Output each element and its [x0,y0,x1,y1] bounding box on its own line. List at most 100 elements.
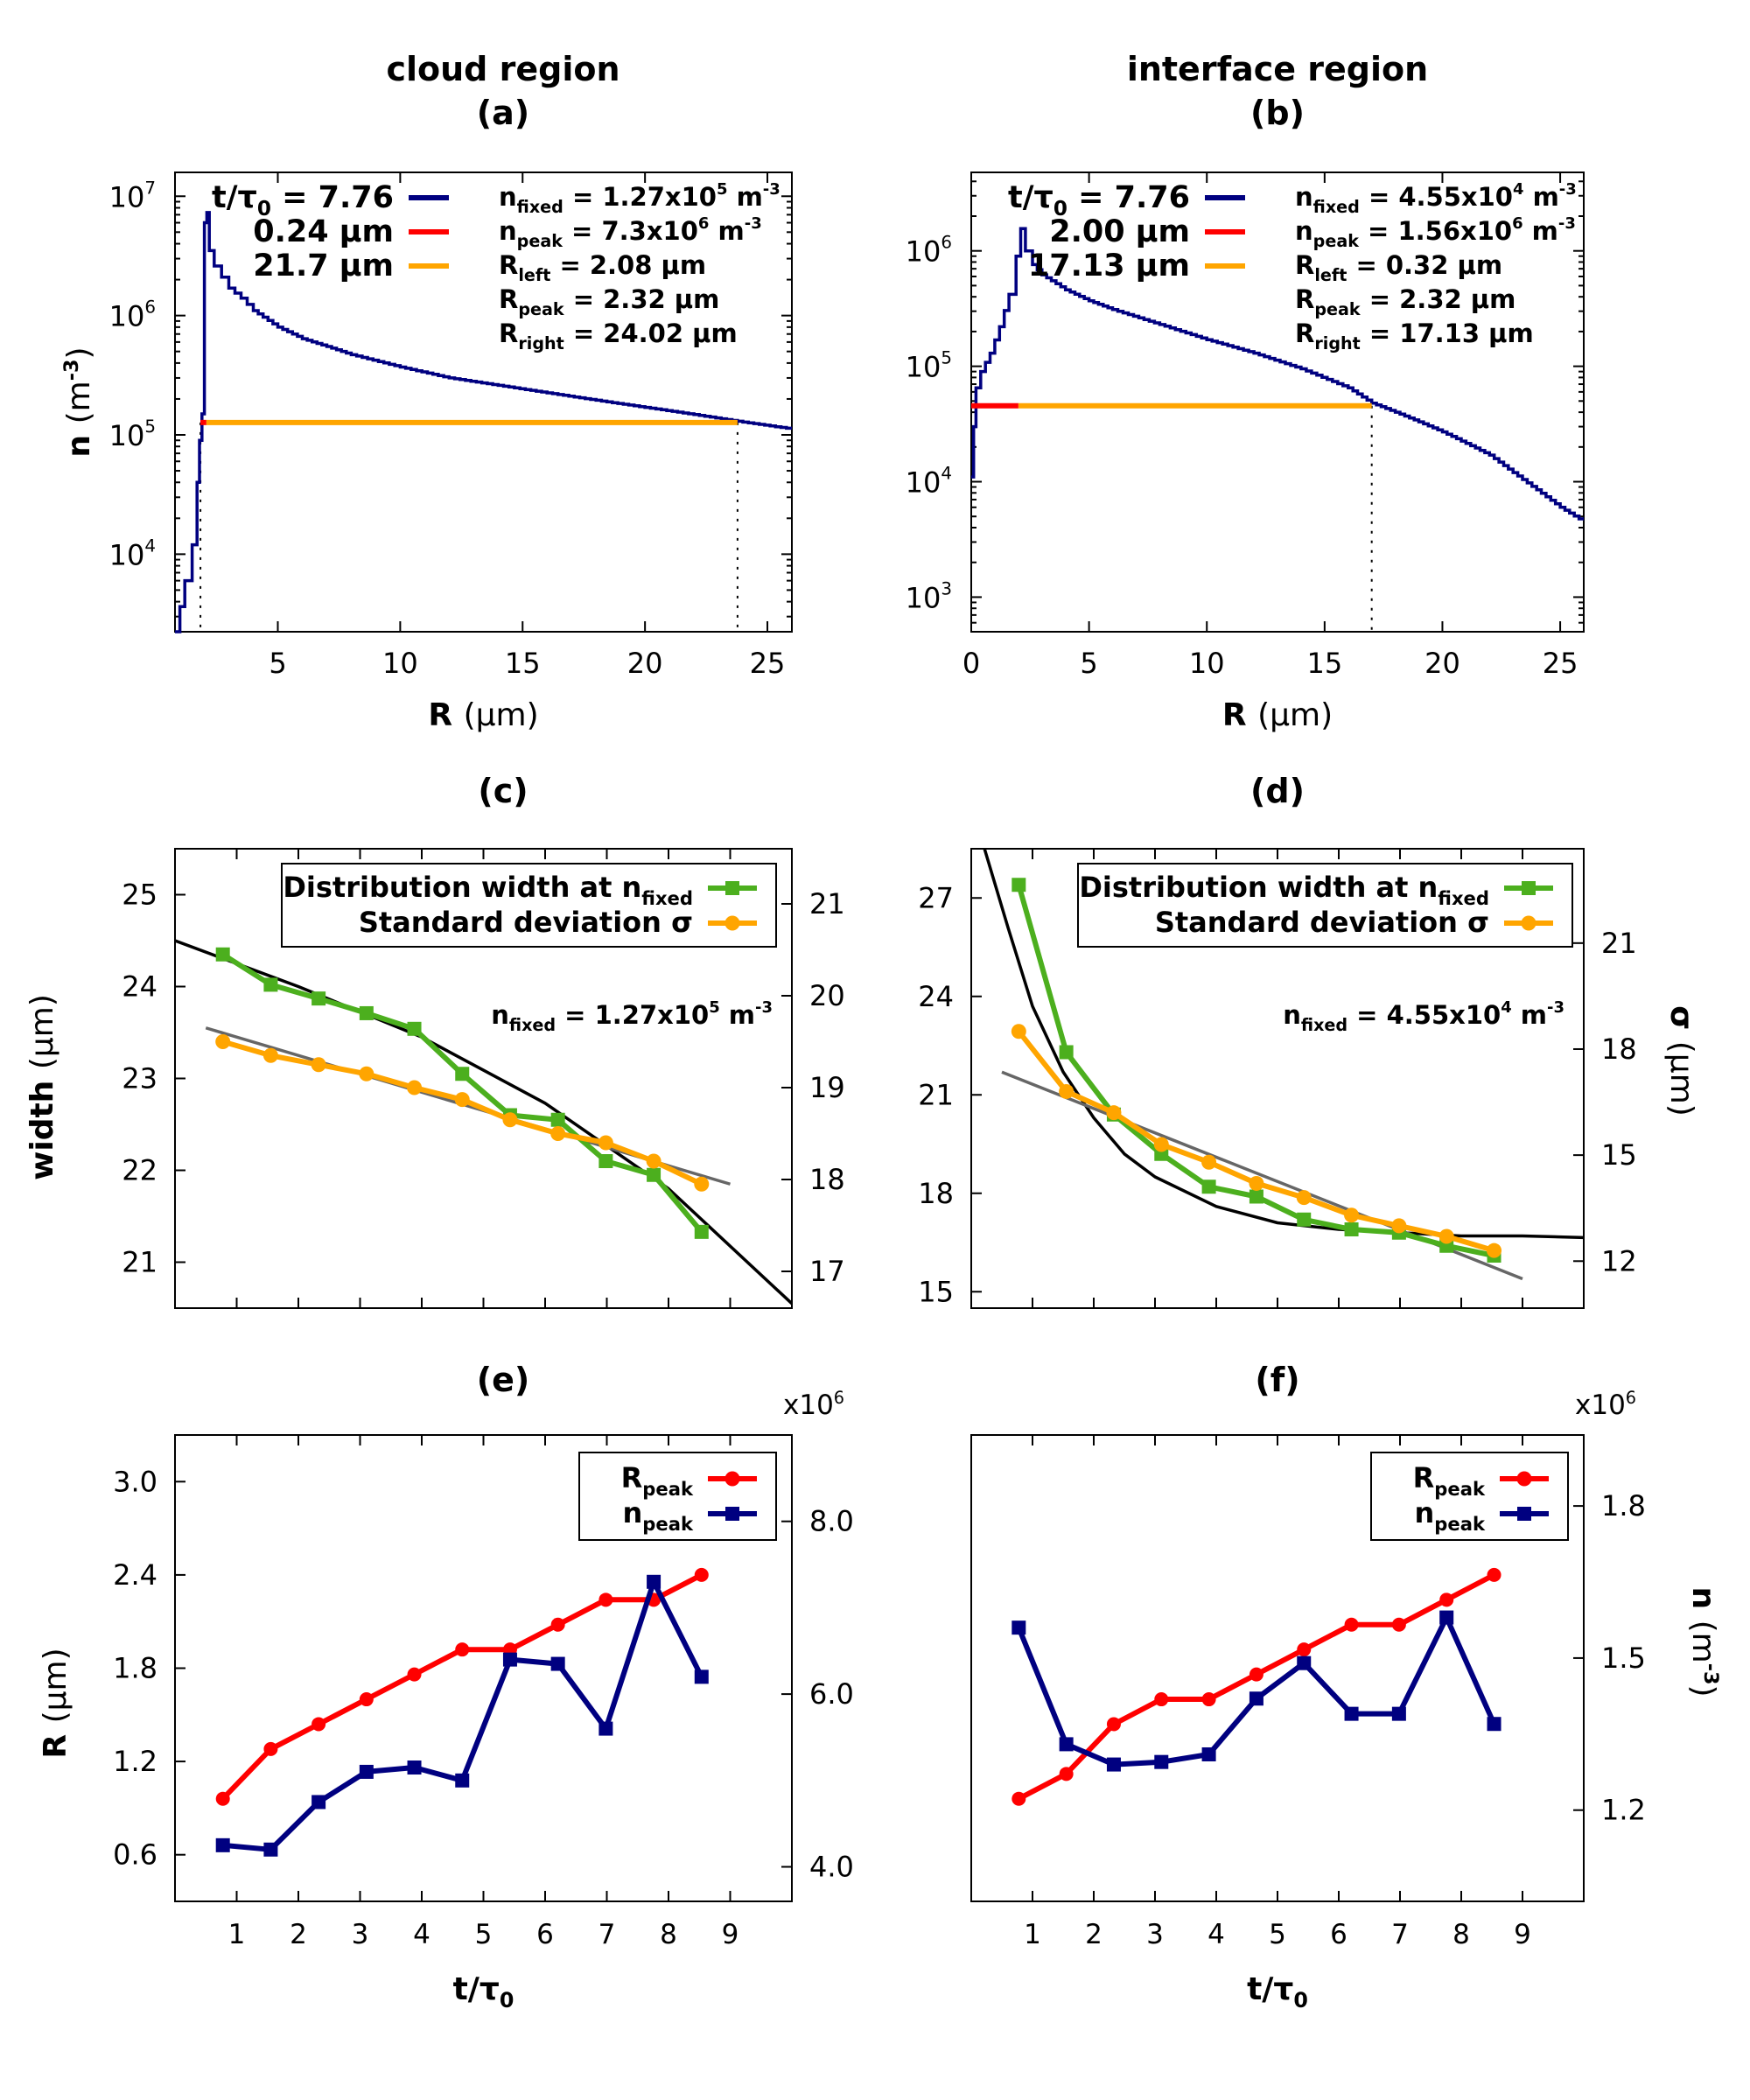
y-axis-label: R (μm) [38,1648,74,1758]
rpeak-point [550,1617,565,1632]
npeak-point [1154,1754,1169,1769]
npeak-point [550,1656,565,1671]
width-point [1249,1189,1264,1204]
legend-marker [725,1507,739,1521]
y-tick-label-right: 18 [1601,1032,1637,1066]
legend-label: Rpeak [621,1461,694,1500]
y-tick-label-right: 19 [809,1071,845,1104]
y-tick-label: 106 [906,233,952,269]
npeak-series-line [222,1578,704,1852]
npeak-point [359,1764,374,1779]
x-tick-label: 1 [228,1919,246,1950]
rpeak-point [1012,1791,1026,1806]
sigma-point [1391,1218,1407,1234]
x-tick-label: 9 [722,1919,739,1950]
npeak-series-line [1016,1614,1497,1768]
panel-label-f: (f) [1255,1361,1299,1399]
y-tick-label-right: 1.2 [1601,1794,1646,1827]
sigma-point [1011,1024,1026,1040]
panel-label-b: (b) [1250,94,1305,132]
rpeak-point [1059,1767,1074,1782]
x-tick-label: 15 [1306,647,1342,680]
right-axis-multiplier: x106 [1575,1388,1636,1421]
rpeak-point [312,1717,326,1732]
npeak-point [694,1670,709,1684]
rpeak-point [1487,1567,1502,1582]
y-tick-label-left: 24 [918,980,954,1013]
x-tick-label: 6 [1330,1919,1348,1950]
plot-frame [970,172,1585,633]
y-tick-label-left: 21 [122,1246,158,1279]
y-tick-label: 105 [906,348,952,384]
y-tick-label-left: 25 [122,878,158,912]
width-point [550,1112,565,1127]
y-tick-label: 106 [109,298,156,333]
rpeak-point [1391,1617,1406,1632]
right-axis-multiplier: x106 [783,1388,844,1421]
npeak-point [312,1795,326,1810]
y-axis-label: width (μm) [24,994,60,1180]
x-tick-label: 5 [269,647,286,680]
y-tick-label-right: 1.8 [1601,1489,1646,1522]
rpeak-point [1201,1692,1216,1707]
x-tick-label: 25 [750,647,786,680]
rpeak-point [1249,1667,1264,1682]
width-point [694,1224,709,1239]
sigma-point [550,1126,566,1141]
legend-label: 17.13 μm [1028,248,1190,284]
sigma-point [215,1034,231,1049]
legend-box [1077,863,1573,948]
x-tick-label: 1 [1024,1919,1041,1950]
legend-label: npeak [1415,1496,1486,1535]
legend-label: Distribution width at nfixed [1079,871,1489,909]
rpeak-series-line [220,1572,704,1801]
y-tick-label-right: 21 [1601,927,1637,960]
legend-marker [725,881,739,895]
stats-annotation: Rleft = 2.08 μm [499,250,706,285]
npeak-point [1249,1691,1264,1706]
x-tick-label: 10 [382,647,418,680]
rpeak-point [1106,1717,1121,1732]
y-tick-label-right: 8.0 [809,1505,854,1538]
sigma-point [694,1176,710,1192]
sigma-point [311,1057,326,1073]
panel-c: 21 22 23 24 25 17 18 19 20 21 width (μm) Distributi… [24,848,845,1309]
sigma-point [407,1080,423,1096]
panel-a: 5 10 15 20 25 104 105 106 107 R (μm) n (m-3) t/τ0 =… [60,172,793,733]
distribution-histogram [971,227,1584,521]
legend-box [1370,1452,1569,1541]
legend-label: t/τ0 = 7.76 [212,180,394,220]
x-axis-label: R (μm) [428,697,538,733]
width-point [359,1005,374,1020]
x-tick-label: 3 [1146,1919,1164,1950]
y-tick-label-right: 20 [809,979,845,1012]
distribution-histogram [175,211,792,634]
width-point [1059,1045,1074,1060]
y-tick-label-left: 1.8 [113,1652,158,1685]
y-tick-label-left: 15 [918,1275,954,1308]
panel-b: 0 5 10 15 20 25 103 104 105 106 R (μm) t/τ0 = 7.762… [906,172,1585,733]
y-axis-label: n (m-3) [60,346,97,457]
npeak-point [1391,1706,1406,1721]
stats-annotation: npeak = 1.56x106 m-3 [1295,214,1576,251]
rpeak-point [694,1567,709,1582]
width-point [407,1021,422,1036]
y-axis-label-right: σ (μm) [1663,1005,1699,1116]
legend-marker [1517,1507,1531,1521]
sigma-point [1296,1190,1312,1206]
sigma-point [454,1092,470,1108]
stats-annotation: Rpeak = 2.32 μm [1295,284,1516,319]
y-tick-label: 103 [906,578,952,614]
x-tick-label: 25 [1543,647,1578,680]
column-title-interface: interface region [1127,50,1428,88]
x-tick-label: 2 [290,1919,307,1950]
y-tick-label-right: 17 [809,1255,845,1288]
x-tick-label: 7 [598,1919,616,1950]
x-axis-label: t/τ0 [453,1971,514,2012]
rpeak-point [215,1791,230,1806]
npeak-point [647,1574,662,1589]
y-tick-label-right: 4.0 [809,1851,854,1884]
column-title-cloud: cloud region [386,50,620,88]
y-tick-label-left: 3.0 [113,1465,158,1498]
